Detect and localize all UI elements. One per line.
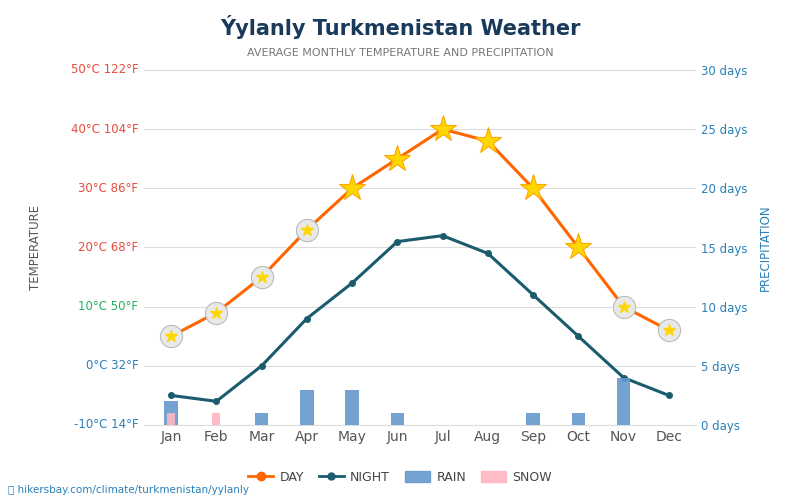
Bar — [255, 413, 269, 425]
Text: AVERAGE MONTHLY TEMPERATURE AND PRECIPITATION: AVERAGE MONTHLY TEMPERATURE AND PRECIPIT… — [246, 48, 554, 58]
Bar — [164, 402, 178, 425]
Text: 20°C 68°F: 20°C 68°F — [78, 241, 138, 254]
Bar — [617, 378, 630, 425]
Bar — [300, 390, 314, 425]
Y-axis label: PRECIPITATION: PRECIPITATION — [758, 204, 771, 291]
Text: 10°C 50°F: 10°C 50°F — [78, 300, 138, 313]
Bar — [526, 413, 540, 425]
Bar — [212, 413, 221, 425]
Bar — [390, 413, 404, 425]
Text: 30°C 86°F: 30°C 86°F — [78, 182, 138, 195]
Bar — [167, 413, 175, 425]
Bar — [571, 413, 585, 425]
Bar — [346, 390, 359, 425]
Legend: DAY, NIGHT, RAIN, SNOW: DAY, NIGHT, RAIN, SNOW — [243, 466, 557, 489]
Text: Ýylanly Turkmenistan Weather: Ýylanly Turkmenistan Weather — [220, 15, 580, 39]
Text: -10°C 14°F: -10°C 14°F — [74, 418, 138, 432]
Text: 📍 hikersbay.com/climate/turkmenistan/yylanly: 📍 hikersbay.com/climate/turkmenistan/yyl… — [8, 485, 249, 495]
Y-axis label: TEMPERATURE: TEMPERATURE — [29, 205, 42, 290]
Text: 50°C 122°F: 50°C 122°F — [71, 64, 138, 76]
Text: 0°C 32°F: 0°C 32°F — [86, 360, 138, 372]
Text: 40°C 104°F: 40°C 104°F — [71, 122, 138, 136]
